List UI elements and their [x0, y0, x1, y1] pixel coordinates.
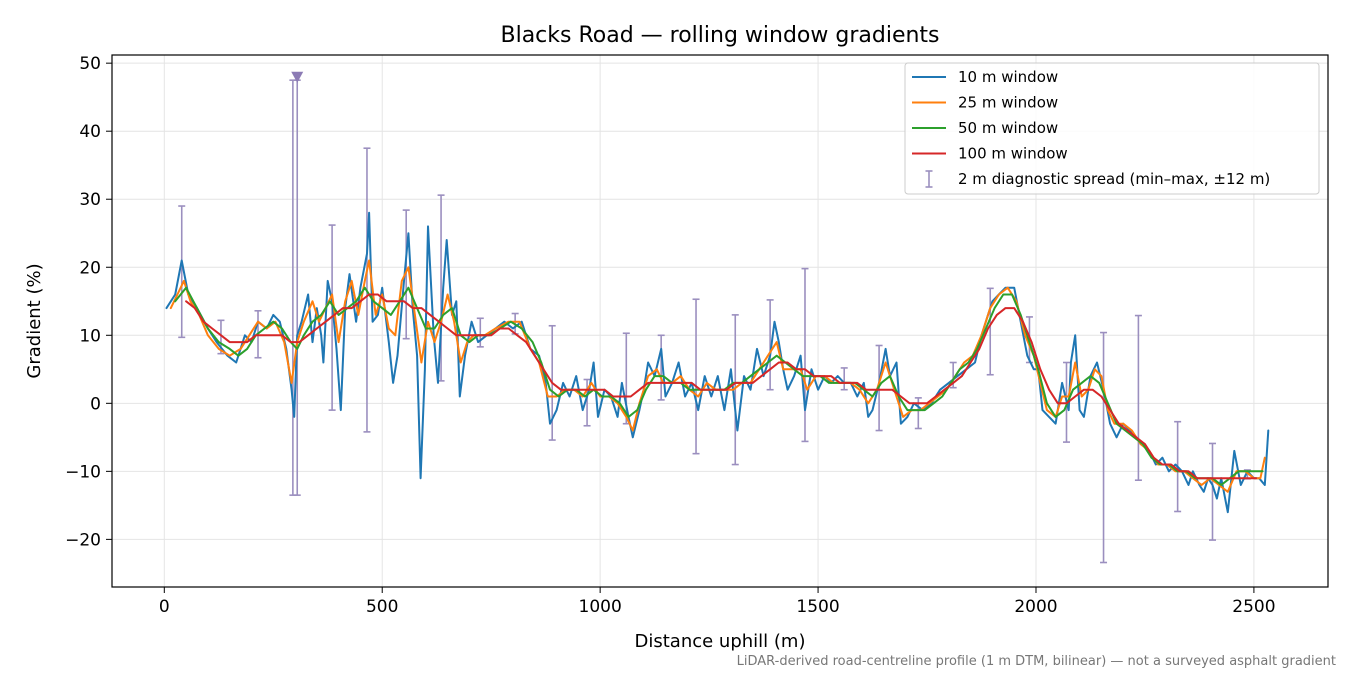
- series-lines: [165, 211, 1270, 514]
- series-line-2: [169, 259, 1266, 493]
- y-tick-label: 0: [90, 394, 101, 414]
- y-tick-label: 20: [79, 258, 101, 278]
- legend: 10 m window 25 m window 50 m window 100 m w…: [904, 62, 1320, 195]
- x-tick-label: 500: [366, 597, 398, 617]
- y-tick-label: 10: [79, 326, 101, 346]
- errorbar: [583, 378, 591, 427]
- errorbar: [178, 205, 186, 339]
- chart-title: Blacks Road — rolling window gradients: [500, 23, 939, 48]
- x-tick-label: 1500: [796, 597, 839, 617]
- x-tick-label: 0: [159, 597, 170, 617]
- legend-item: 100 m window: [912, 145, 1068, 163]
- errorbar: [657, 334, 665, 401]
- errorbar: [289, 79, 297, 496]
- errorbar: [476, 317, 484, 348]
- x-tick-label: 2000: [1014, 597, 1057, 617]
- errorbar: [1134, 314, 1142, 481]
- legend-label: 25 m window: [958, 94, 1058, 112]
- errorbar: [731, 314, 739, 466]
- x-axis-ticks: 0 500 1000 1500 2000 2500: [159, 587, 1276, 617]
- legend-item: 2 m diagnostic spread (min–max, ±12 m): [925, 170, 1270, 188]
- y-tick-label: −20: [65, 530, 101, 550]
- plot-frame: [111, 54, 1329, 588]
- legend-item: 10 m window: [912, 68, 1058, 86]
- errorbar: [801, 267, 809, 443]
- errorbar: [766, 299, 774, 391]
- off-scale-triangle: [291, 71, 304, 83]
- footnote: LiDAR-derived road-centreline profile (1…: [737, 654, 1336, 669]
- series-line-3: [174, 286, 1264, 486]
- x-tick-label: 2500: [1232, 597, 1275, 617]
- y-tick-label: −10: [65, 462, 101, 482]
- legend-label: 50 m window: [958, 119, 1058, 137]
- legend-label: 100 m window: [958, 145, 1068, 163]
- legend-label: 10 m window: [958, 68, 1058, 86]
- x-tick-label: 1000: [579, 597, 622, 617]
- legend-label: 2 m diagnostic spread (min–max, ±12 m): [958, 170, 1270, 188]
- y-tick-label: 40: [79, 122, 101, 142]
- legend-box: [904, 62, 1320, 195]
- x-axis-label: Distance uphill (m): [635, 631, 806, 652]
- errorbar: [692, 298, 700, 455]
- legend-item: 25 m window: [912, 94, 1058, 112]
- errorbar: [293, 79, 301, 496]
- errorbar: [1209, 442, 1217, 541]
- y-tick-label: 50: [79, 54, 101, 74]
- series-line-4: [185, 293, 1258, 480]
- errorbar: [840, 367, 848, 391]
- errorbar: [1100, 331, 1108, 564]
- off-scale-marker: [291, 71, 304, 83]
- legend-item: 50 m window: [912, 119, 1058, 137]
- y-axis-label: Gradient (%): [24, 263, 45, 378]
- errorbar: [986, 287, 994, 376]
- y-axis-ticks: −20 −10 0 10 20 30 40 50: [65, 54, 112, 550]
- errorbar: [402, 209, 410, 340]
- y-tick-label: 30: [79, 190, 101, 210]
